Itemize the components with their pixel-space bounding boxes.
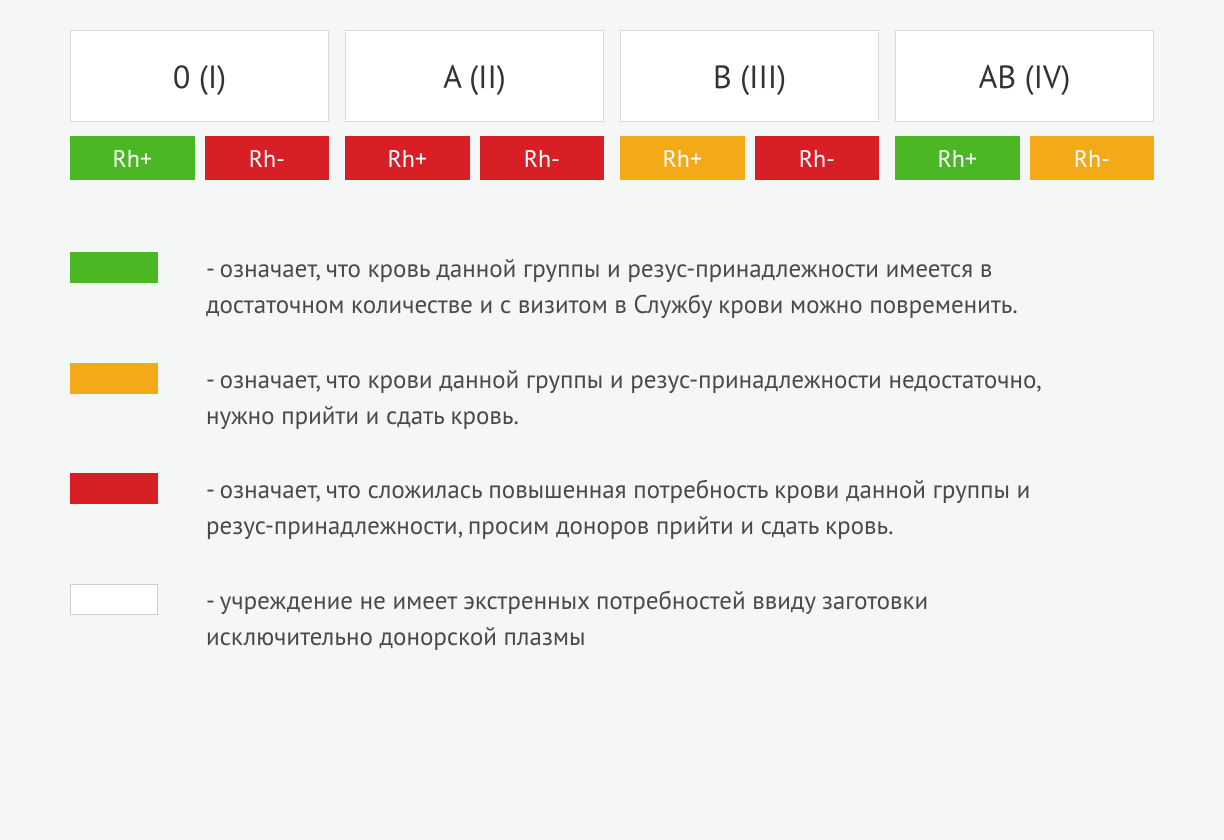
legend-text: - означает, что кровь данной группы и ре… bbox=[206, 250, 1046, 323]
rh-pair: Rh+ Rh- bbox=[345, 136, 604, 180]
blood-group-cell: AB (IV) bbox=[895, 30, 1154, 122]
rh-pair: Rh+ Rh- bbox=[620, 136, 879, 180]
rh-negative-cell: Rh- bbox=[1030, 136, 1155, 180]
blood-group-cell: B (III) bbox=[620, 30, 879, 122]
legend-text: - учреждение не имеет экстренных потребн… bbox=[206, 582, 1046, 655]
legend-swatch-green bbox=[70, 252, 158, 283]
rh-positive-cell: Rh+ bbox=[70, 136, 195, 180]
legend-swatch-red bbox=[70, 473, 158, 504]
rh-negative-cell: Rh- bbox=[205, 136, 330, 180]
legend-text: - означает, что сложилась повышенная пот… bbox=[206, 471, 1046, 544]
legend-row: - означает, что сложилась повышенная пот… bbox=[70, 471, 1154, 544]
legend-row: - означает, что крови данной группы и ре… bbox=[70, 361, 1154, 434]
rh-status-row: Rh+ Rh- Rh+ Rh- Rh+ Rh- Rh+ Rh- bbox=[70, 136, 1154, 180]
blood-group-cell: A (II) bbox=[345, 30, 604, 122]
rh-positive-cell: Rh+ bbox=[620, 136, 745, 180]
rh-negative-cell: Rh- bbox=[755, 136, 880, 180]
rh-negative-cell: Rh- bbox=[480, 136, 605, 180]
blood-groups-row: 0 (I) A (II) B (III) AB (IV) bbox=[70, 30, 1154, 122]
blood-group-cell: 0 (I) bbox=[70, 30, 329, 122]
rh-positive-cell: Rh+ bbox=[345, 136, 470, 180]
rh-pair: Rh+ Rh- bbox=[895, 136, 1154, 180]
legend-swatch-white bbox=[70, 584, 158, 615]
legend-text: - означает, что крови данной группы и ре… bbox=[206, 361, 1046, 434]
legend: - означает, что кровь данной группы и ре… bbox=[70, 250, 1154, 654]
rh-positive-cell: Rh+ bbox=[895, 136, 1020, 180]
rh-pair: Rh+ Rh- bbox=[70, 136, 329, 180]
legend-row: - означает, что кровь данной группы и ре… bbox=[70, 250, 1154, 323]
legend-row: - учреждение не имеет экстренных потребн… bbox=[70, 582, 1154, 655]
legend-swatch-amber bbox=[70, 363, 158, 394]
